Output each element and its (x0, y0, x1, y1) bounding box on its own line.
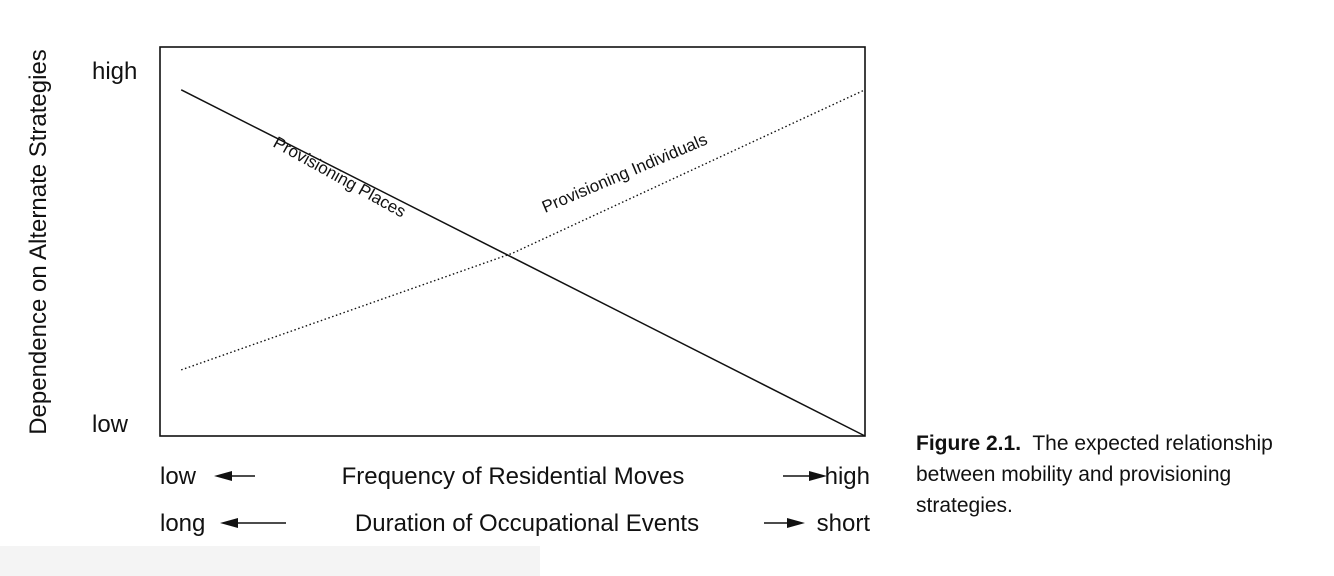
x-axis-1-title: Duration of Occupational Events (355, 510, 699, 537)
figure-caption: Figure 2.1. The expected relationship be… (916, 428, 1316, 521)
series-label-provisioning-places: Provisioning Places (270, 133, 409, 222)
series-layer: Provisioning Places Provisioning Individu… (180, 89, 866, 437)
y-axis-label: Dependence on Alternate Strategies (25, 49, 52, 435)
x-axis-0-right-label: high (825, 463, 870, 490)
y-tick-high: high (92, 58, 137, 85)
series-line-0 (180, 89, 866, 437)
figure-label: Figure 2.1. (916, 432, 1022, 455)
x-axis-0-right-arrow-head (809, 471, 827, 481)
x-axis-1-left-arrow-head (220, 518, 238, 528)
plot-frame (159, 46, 866, 437)
y-tick-low: low (92, 411, 129, 438)
x-axis-1-right-label: short (817, 510, 871, 537)
x-axis-0-title: Frequency of Residential Moves (342, 463, 685, 490)
x-axis-1-right-arrow-head (787, 518, 805, 528)
x-axis-0-left-arrow-head (214, 471, 232, 481)
caption-text: The expected relationship between mobili… (916, 432, 1273, 517)
x-axis-0-left-label: low (160, 463, 197, 490)
x-axis-1-left-label: long (160, 510, 205, 537)
x-axis-layer: low Frequency of Residential Moves high lon… (160, 463, 870, 537)
chart: Dependence on Alternate Strategies high … (25, 46, 870, 537)
series-line-1 (180, 89, 866, 371)
grey-block (0, 546, 540, 576)
